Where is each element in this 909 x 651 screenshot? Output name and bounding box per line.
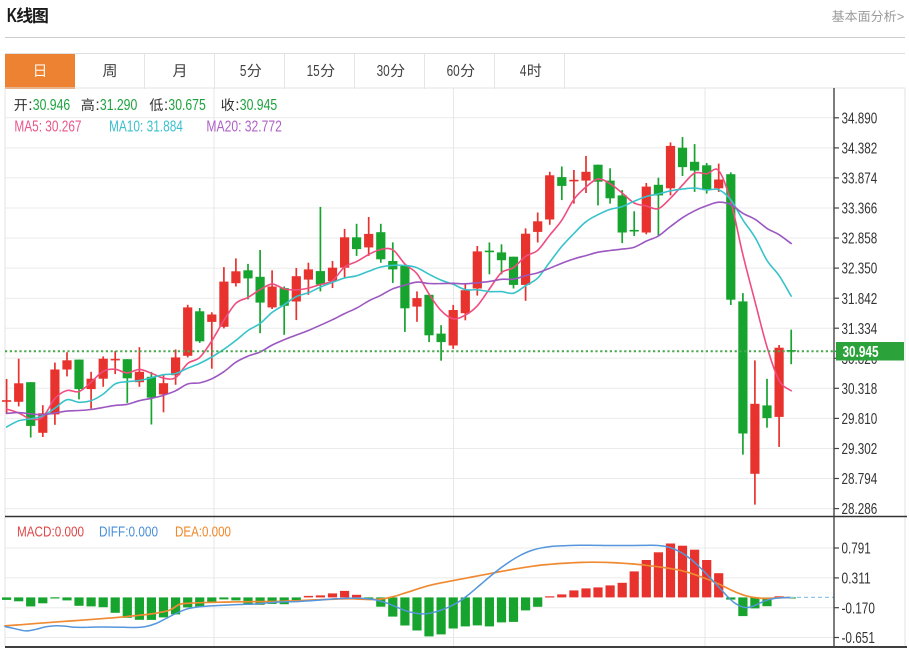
svg-text:28.794: 28.794 xyxy=(842,471,878,488)
svg-text::: : xyxy=(95,97,99,114)
svg-text:28.286: 28.286 xyxy=(842,501,878,518)
svg-text:MA5: 30.267: MA5: 30.267 xyxy=(14,118,81,135)
svg-text:34.382: 34.382 xyxy=(842,141,878,158)
svg-text:30.945: 30.945 xyxy=(240,97,277,114)
svg-text:-0.651: -0.651 xyxy=(842,630,875,647)
svg-text:DEA:0.000: DEA:0.000 xyxy=(175,525,231,541)
svg-text:MA10: 31.884: MA10: 31.884 xyxy=(109,118,183,135)
svg-text:30: 30 xyxy=(377,63,390,80)
svg-text:4: 4 xyxy=(520,63,527,80)
svg-text:34.890: 34.890 xyxy=(842,110,878,127)
svg-text::: : xyxy=(164,97,168,114)
svg-text:0.791: 0.791 xyxy=(842,541,871,558)
svg-text:K: K xyxy=(7,3,18,26)
svg-text:29.302: 29.302 xyxy=(842,441,878,458)
svg-text:32.350: 32.350 xyxy=(842,261,878,278)
svg-text:MA20: 32.772: MA20: 32.772 xyxy=(206,118,282,135)
svg-text:31.290: 31.290 xyxy=(100,97,138,114)
svg-text:5: 5 xyxy=(240,63,247,80)
svg-text:0.311: 0.311 xyxy=(842,571,871,588)
svg-text:30.946: 30.946 xyxy=(33,97,70,114)
svg-text:29.810: 29.810 xyxy=(842,411,878,428)
svg-text:15: 15 xyxy=(307,63,320,80)
svg-text::: : xyxy=(28,97,32,114)
svg-text:33.366: 33.366 xyxy=(842,201,878,218)
svg-text:31.334: 31.334 xyxy=(842,321,878,338)
svg-text:30.945: 30.945 xyxy=(843,344,879,361)
svg-text:30.318: 30.318 xyxy=(842,381,878,398)
svg-text:MACD:0.000: MACD:0.000 xyxy=(17,525,84,541)
svg-text:>: > xyxy=(897,9,905,24)
svg-text:33.874: 33.874 xyxy=(842,171,878,188)
svg-text:31.842: 31.842 xyxy=(842,291,878,308)
svg-text::: : xyxy=(235,97,239,114)
svg-text:30.675: 30.675 xyxy=(168,97,205,114)
svg-text:DIFF:0.000: DIFF:0.000 xyxy=(99,525,158,541)
svg-text:-0.170: -0.170 xyxy=(842,600,876,617)
svg-text:60: 60 xyxy=(447,63,460,80)
svg-text:32.858: 32.858 xyxy=(842,231,878,248)
